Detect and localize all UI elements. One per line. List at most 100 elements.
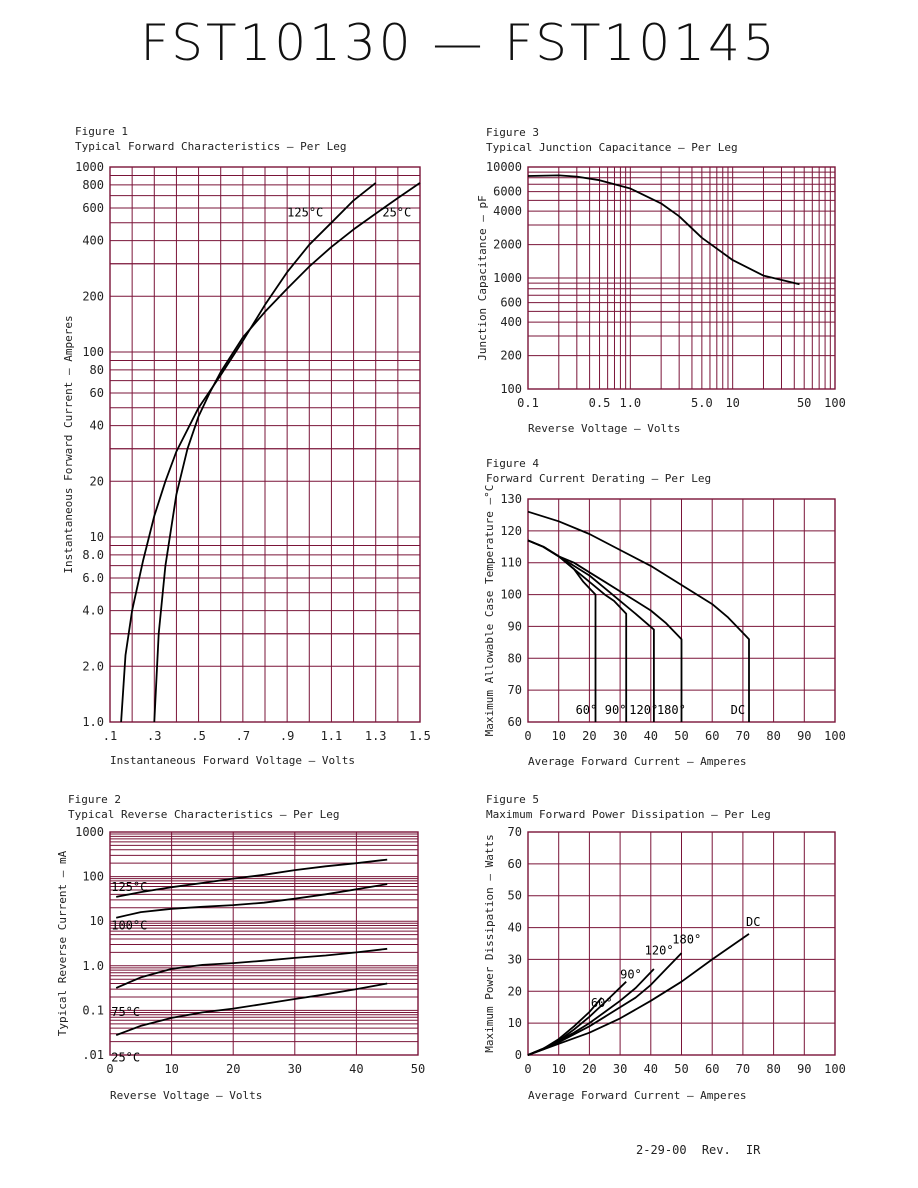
x-tick-label: .3 [147, 729, 161, 743]
fig5-series-2-line [527, 968, 655, 1056]
series-label: 180° [672, 933, 701, 947]
x-tick-label: 10 [725, 396, 739, 410]
y-tick-label: 4.0 [82, 604, 104, 618]
y-axis-label: Junction Capacitance — pF [476, 195, 489, 361]
x-tick-label: 80 [766, 729, 780, 743]
series-label: 120° [629, 703, 658, 717]
y-axis-label: Maximum Power Dissipation — Watts [483, 834, 496, 1053]
x-tick-label: 30 [613, 729, 627, 743]
x-axis-label: Instantaneous Forward Voltage — Volts [110, 754, 355, 767]
x-tick-label: 1.3 [365, 729, 387, 743]
y-tick-label: .01 [82, 1048, 104, 1062]
series-label: 180° [657, 703, 686, 717]
series-label: 60° [576, 703, 598, 717]
x-tick-label: 80 [766, 1062, 780, 1076]
y-tick-label: 0.1 [82, 1003, 104, 1017]
x-tick-label: 50 [797, 396, 811, 410]
y-tick-label: 50 [508, 889, 522, 903]
fig2-series-2-line [115, 947, 388, 989]
fig5-frame [527, 831, 836, 1056]
y-axis-label: Instantaneous Forward Current — Amperes [62, 315, 75, 573]
x-tick-label: .7 [236, 729, 250, 743]
x-tick-label: 30 [613, 1062, 627, 1076]
figure-label: Figure 4 [486, 457, 539, 470]
x-tick-label: 40 [349, 1062, 363, 1076]
fig1-series-1-line [153, 182, 421, 723]
fig5-series-3-line [527, 952, 683, 1056]
y-tick-label: 80 [90, 363, 104, 377]
x-tick-label: 60 [705, 729, 719, 743]
x-tick-label: 40 [644, 729, 658, 743]
y-tick-label: 6.0 [82, 571, 104, 585]
y-axis-label: Maximum Allowable Case Temperature —°C [483, 485, 496, 737]
y-tick-label: 80 [508, 651, 522, 665]
x-tick-label: 100 [824, 1062, 846, 1076]
y-tick-label: 10 [90, 914, 104, 928]
figure-title: Typical Junction Capacitance — Per Leg [486, 141, 738, 154]
x-tick-label: .9 [280, 729, 294, 743]
fig5-series-1-line [527, 981, 627, 1056]
y-tick-label: 40 [90, 419, 104, 433]
x-tick-label: .1 [103, 729, 117, 743]
series-label: 90° [605, 703, 627, 717]
y-tick-label: 60 [90, 386, 104, 400]
y-tick-label: 1.0 [82, 715, 104, 729]
x-tick-label: 10 [551, 1062, 565, 1076]
x-axis-label: Reverse Voltage — Volts [110, 1089, 262, 1102]
y-tick-label: 130 [500, 492, 522, 506]
x-tick-label: 0 [524, 1062, 531, 1076]
y-tick-label: 10 [508, 1016, 522, 1030]
x-tick-label: 90 [797, 1062, 811, 1076]
x-tick-label: 20 [582, 1062, 596, 1076]
footer-rev: Rev. IR [701, 1143, 761, 1157]
series-label: 90° [620, 968, 642, 982]
y-tick-label: 10000 [486, 160, 522, 174]
figure-label: Figure 3 [486, 126, 539, 139]
footer-revision: 2-29-00 Rev. IR [636, 1143, 760, 1157]
series-label: 125°C [111, 880, 147, 894]
y-tick-label: 40 [508, 921, 522, 935]
y-tick-label: 10 [90, 530, 104, 544]
fig5-chart: 0 10 20 30 40 50 60 70 80 90 100 0 10 20 30 40 50 60 70 Fig… [483, 793, 846, 1102]
x-tick-label: 20 [582, 729, 596, 743]
y-tick-label: 2000 [493, 238, 522, 252]
figure-title: Maximum Forward Power Dissipation — Per … [486, 808, 771, 821]
x-tick-label: 100 [824, 729, 846, 743]
figure-title: Forward Current Derating — Per Leg [486, 472, 711, 485]
x-tick-label: 5.0 [691, 396, 713, 410]
y-tick-label: 60 [508, 857, 522, 871]
y-tick-label: 0 [515, 1048, 522, 1062]
series-label: 25°C [382, 206, 411, 220]
figure-label: Figure 5 [486, 793, 539, 806]
x-tick-label: 1.0 [619, 396, 641, 410]
x-tick-label: 50 [674, 1062, 688, 1076]
series-label: 100°C [111, 919, 147, 933]
fig1-chart: .1 .3 .5 .7 .9 1.1 1.3 1.5 1.0 2.0 4.0 6.0 8.0 10 20 40… [62, 125, 431, 767]
x-tick-label: 0.5 [589, 396, 611, 410]
y-tick-label: 120 [500, 524, 522, 538]
x-tick-label: 90 [797, 729, 811, 743]
y-tick-label: 800 [82, 178, 104, 192]
fig3-frame [527, 166, 836, 390]
x-tick-label: 40 [644, 1062, 658, 1076]
y-tick-label: 100 [82, 870, 104, 884]
fig4-series-0-line [527, 539, 597, 722]
fig2-frame [109, 831, 419, 1056]
y-tick-label: 100 [82, 345, 104, 359]
series-label: DC [731, 703, 745, 717]
x-axis-label: Average Forward Current — Amperes [528, 1089, 747, 1102]
fig1-grid [109, 166, 421, 723]
fig2-grid [109, 831, 419, 1056]
fig2-series-3-line [115, 982, 388, 1036]
y-tick-label: 600 [82, 201, 104, 215]
y-tick-label: 1000 [75, 825, 104, 839]
y-tick-label: 400 [500, 315, 522, 329]
footer-date: 2-29-00 [636, 1143, 687, 1157]
y-tick-label: 70 [508, 825, 522, 839]
figure-label: Figure 2 [68, 793, 121, 806]
x-tick-label: 1.5 [409, 729, 431, 743]
fig2-chart: 0 10 20 30 40 50 .01 0.1 1.0 10 100 1000 Figure 2 Typ… [56, 793, 425, 1102]
series-label: 120° [645, 944, 674, 958]
x-tick-label: 10 [164, 1062, 178, 1076]
